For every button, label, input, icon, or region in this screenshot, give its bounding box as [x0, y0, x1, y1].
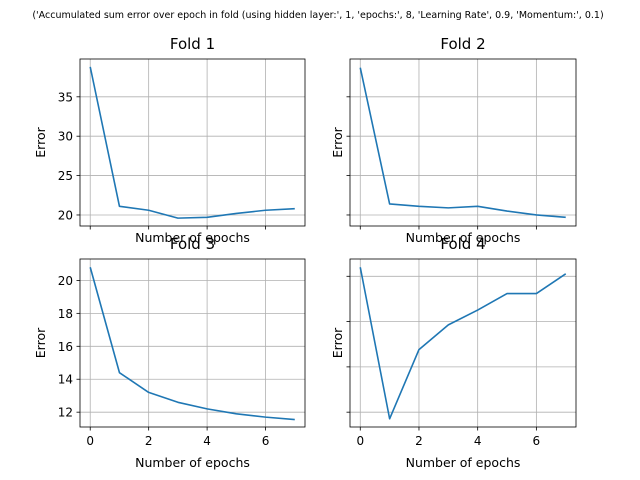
series-line — [359, 67, 566, 219]
y-tick-label: 14 — [58, 373, 73, 387]
series-line — [89, 66, 295, 219]
subplot-fold-1: 20 25 30 35 Fold 1 Number of epochs Error — [33, 35, 306, 245]
subplot-fold-3: 0 2 4 6 12 14 16 18 20 Fold 3 Number of epochs Erro… — [33, 235, 306, 470]
x-tick-label: 6 — [262, 434, 270, 448]
x-tick-label: 2 — [415, 434, 423, 448]
series-line — [89, 267, 295, 421]
y-tick-label: 30 — [58, 130, 73, 144]
y-tick-label: 25 — [58, 169, 73, 183]
subplot-title: Fold 3 — [170, 235, 215, 253]
axes-frame — [79, 258, 306, 428]
x-axis-label: Number of epochs — [135, 455, 250, 470]
x-tick-label: 0 — [86, 434, 94, 448]
y-axis-label: Error — [33, 327, 48, 358]
y-tick-label: 18 — [58, 307, 73, 321]
x-axis-label: Number of epochs — [406, 455, 521, 470]
figure-suptitle: ('Accumulated sum error over epoch in fo… — [32, 10, 603, 21]
y-tick-label: 20 — [58, 208, 73, 222]
y-tick-label: 35 — [58, 90, 73, 104]
x-axis-label: Number of epochs — [406, 230, 521, 245]
subplot-fold-2: Fold 2 Number of epochs Error — [330, 35, 577, 245]
axes-frame — [349, 58, 577, 227]
subplot-title: Fold 1 — [170, 35, 215, 53]
x-tick-label: 0 — [356, 434, 364, 448]
x-tick-label: 4 — [474, 434, 482, 448]
subplot-title: Fold 4 — [440, 235, 485, 253]
x-tick-label: 2 — [145, 434, 153, 448]
x-tick-label: 4 — [203, 434, 211, 448]
y-tick-label: 12 — [58, 406, 73, 420]
y-axis-label: Error — [33, 126, 48, 157]
x-axis-label: Number of epochs — [135, 230, 250, 245]
subplot-title: Fold 2 — [440, 35, 485, 53]
axes-frame — [79, 58, 306, 227]
y-tick-label: 16 — [58, 340, 73, 354]
subplot-fold-4: 0 2 4 6 Fold 4 Number of epochs Error — [330, 235, 577, 470]
x-tick-label: 6 — [533, 434, 541, 448]
y-axis-label: Error — [330, 327, 345, 358]
y-axis-label: Error — [330, 126, 345, 157]
series-line — [359, 267, 567, 420]
y-tick-label: 20 — [58, 274, 73, 288]
axes-frame — [349, 258, 577, 428]
